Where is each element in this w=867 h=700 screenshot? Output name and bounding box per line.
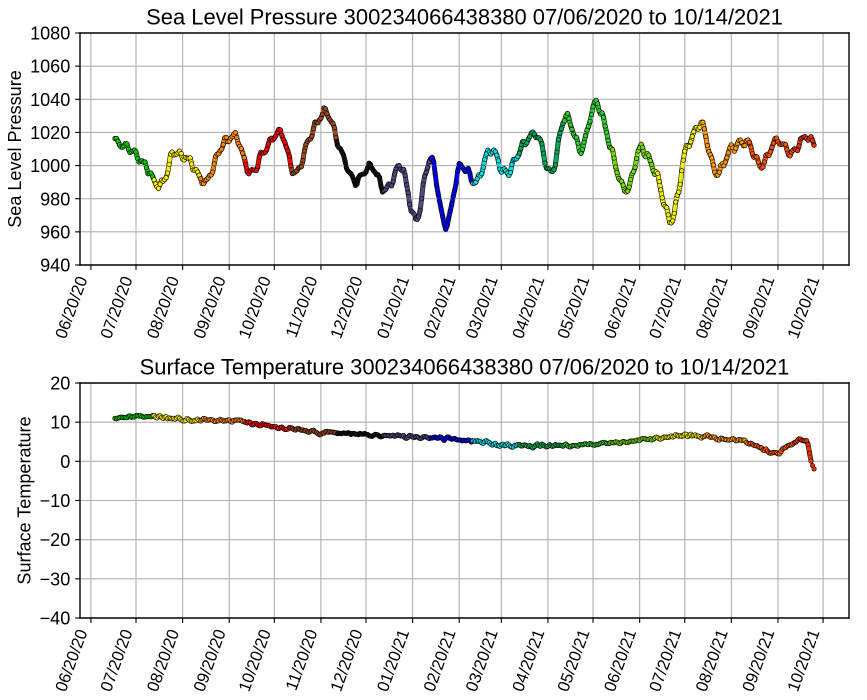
svg-text:1040: 1040 <box>30 90 70 110</box>
svg-text:1080: 1080 <box>30 24 70 44</box>
svg-text:1020: 1020 <box>30 123 70 143</box>
svg-text:940: 940 <box>40 256 70 276</box>
svg-text:Sea Level Pressure 30023406643: Sea Level Pressure 300234066438380 07/06… <box>146 5 783 30</box>
svg-text:980: 980 <box>40 189 70 209</box>
svg-text:20: 20 <box>50 374 70 394</box>
svg-text:0: 0 <box>60 452 70 472</box>
svg-text:−10: −10 <box>40 491 71 511</box>
svg-text:960: 960 <box>40 222 70 242</box>
svg-text:1000: 1000 <box>30 156 70 176</box>
svg-text:Surface Temperature: Surface Temperature <box>14 416 34 584</box>
svg-text:Sea Level Pressure: Sea Level Pressure <box>5 70 25 228</box>
svg-text:−20: −20 <box>40 530 71 550</box>
svg-text:1060: 1060 <box>30 57 70 77</box>
svg-text:−40: −40 <box>40 609 71 629</box>
svg-text:10: 10 <box>50 413 70 433</box>
svg-text:Surface Temperature 3002340664: Surface Temperature 300234066438380 07/0… <box>140 355 790 380</box>
svg-text:−30: −30 <box>40 569 71 589</box>
